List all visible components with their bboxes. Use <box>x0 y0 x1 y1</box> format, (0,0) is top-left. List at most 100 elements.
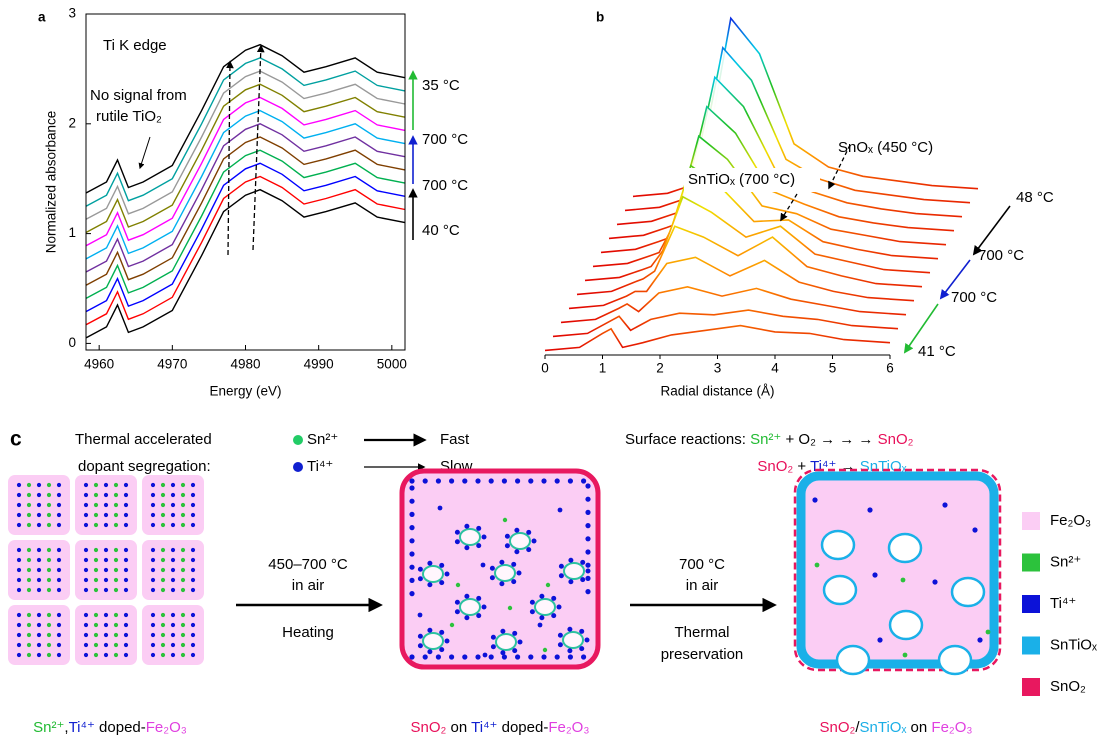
ti-dot <box>585 589 591 595</box>
dopant-dot <box>160 577 166 583</box>
dopant-dot <box>123 642 129 648</box>
dopant-dot <box>26 567 32 573</box>
dopant-dot <box>16 577 22 583</box>
legend-label: Sn²⁺ <box>1050 553 1081 570</box>
pore <box>459 598 481 616</box>
dopant-dot <box>180 632 186 638</box>
dopant-dot <box>123 502 129 508</box>
dopant-dot <box>160 567 166 573</box>
dopant-dot <box>56 547 62 553</box>
ti-dot <box>557 507 563 513</box>
step-process: Heating <box>282 624 334 641</box>
ti-dot <box>551 595 557 601</box>
dopant-dot <box>103 492 109 498</box>
spectrum <box>85 175 406 326</box>
ti-dot <box>537 622 543 628</box>
dopant-dot <box>190 502 196 508</box>
dopant-dot <box>93 512 99 518</box>
ti-dot <box>567 626 573 632</box>
dopant-dot <box>46 492 52 498</box>
dopant-dot <box>160 502 166 508</box>
annotation: rutile TiO₂ <box>96 108 162 125</box>
surface-part: SnO₂ <box>878 431 914 448</box>
ti-dot <box>417 612 423 618</box>
ti-dot <box>427 649 433 655</box>
ti-dot <box>541 478 547 484</box>
arrow <box>939 259 971 300</box>
ti-dot <box>567 648 573 654</box>
dopant-dot <box>180 642 186 648</box>
ti-dot <box>422 478 428 484</box>
step-condition: in air <box>292 577 325 594</box>
dopant-dot <box>103 642 109 648</box>
dopant-dot <box>123 632 129 638</box>
ti-dot <box>489 575 495 581</box>
ti-dot <box>439 629 445 635</box>
dopant-dot <box>113 547 119 553</box>
dopant-dot <box>93 502 99 508</box>
sno2-shell <box>793 468 1002 672</box>
dopant-dot <box>190 652 196 658</box>
dopant-dot <box>83 577 89 583</box>
x-tick-label: 2 <box>656 361 664 376</box>
dopant-dot <box>160 652 166 658</box>
dopant-dot <box>190 612 196 618</box>
dopant-dot <box>36 612 42 618</box>
step-condition: 450–700 °C <box>268 556 348 573</box>
dopant-dot <box>180 547 186 553</box>
ti-dot <box>409 525 415 531</box>
dopant-dot <box>103 547 109 553</box>
pore <box>822 574 858 606</box>
ti-dot <box>585 509 591 515</box>
dopant-dot <box>46 612 52 618</box>
ti-dot <box>526 529 532 535</box>
dopant-dot <box>103 522 109 528</box>
dopant-dot <box>190 522 196 528</box>
dopant-dot <box>93 587 99 593</box>
dopant-dot <box>16 632 22 638</box>
ti-dot <box>585 549 591 555</box>
dopant-dot <box>113 512 119 518</box>
ti-dot <box>504 543 510 549</box>
dopant-dot <box>46 642 52 648</box>
pore <box>459 528 481 546</box>
dopant-dot <box>170 622 176 628</box>
ti-dot <box>504 533 510 539</box>
dopant-dot <box>180 522 186 528</box>
ti-dot <box>490 644 496 650</box>
ti-dot <box>512 648 518 654</box>
ti-dot <box>427 560 433 566</box>
step-process: Thermal <box>674 624 729 641</box>
arrow <box>828 144 851 190</box>
dopant-dot <box>56 577 62 583</box>
dopant-dot <box>56 492 62 498</box>
dopant-dot <box>56 642 62 648</box>
x-tick-label: 4990 <box>304 357 334 372</box>
ti-dot <box>476 525 482 531</box>
rdf-curve <box>544 324 891 352</box>
legend-label: SnTiOₓ <box>1050 636 1097 653</box>
dopant-dot <box>16 482 22 488</box>
dopant-dot <box>93 522 99 528</box>
sn-dot <box>902 652 908 658</box>
surface-reaction-part: SnO₂ <box>757 458 793 475</box>
spectrum <box>85 70 406 220</box>
segregation-title: dopant segregation: <box>78 458 211 475</box>
dopant-dot <box>103 482 109 488</box>
dopant-dot <box>93 632 99 638</box>
ti-dot <box>409 577 415 584</box>
pore <box>494 564 516 582</box>
dopant-dot <box>190 587 196 593</box>
dopant-dot <box>83 567 89 573</box>
ti-dot <box>568 557 574 563</box>
ti-dot <box>444 638 450 644</box>
dopant-dot <box>170 512 176 518</box>
dopant-dot <box>26 577 32 583</box>
ti-dot <box>464 593 470 599</box>
dopant-dot <box>46 577 52 583</box>
ti-dot <box>462 654 468 660</box>
dopant-dot <box>26 547 32 553</box>
ti-dot <box>409 485 415 491</box>
y-tick-label: 1 <box>68 225 76 240</box>
dopant-dot <box>26 502 32 508</box>
